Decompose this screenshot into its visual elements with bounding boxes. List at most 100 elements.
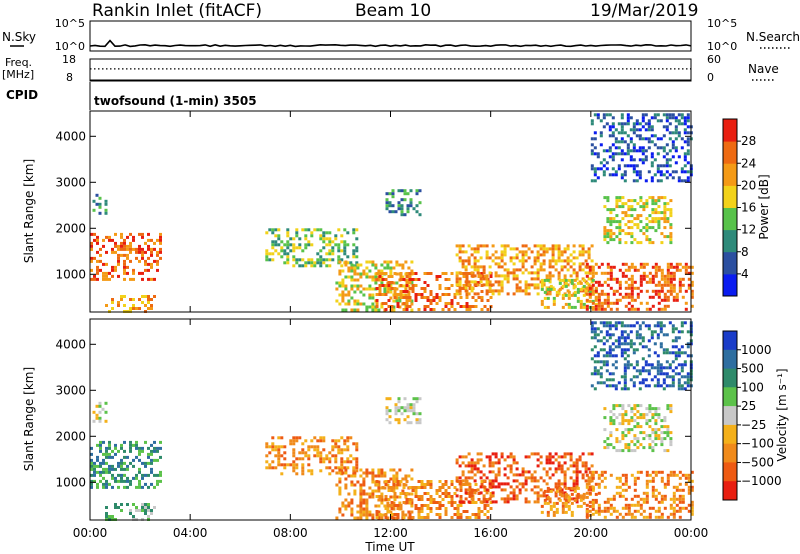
data-cell: [591, 498, 595, 502]
data-cell: [662, 381, 666, 385]
data-cell: [660, 274, 664, 278]
data-cell: [654, 434, 658, 438]
data-cell: [346, 255, 350, 259]
data-cell: [593, 345, 597, 349]
data-cell: [359, 302, 363, 306]
data-cell: [593, 137, 597, 141]
data-cell: [138, 452, 141, 456]
data-cell: [680, 345, 684, 349]
data-cell: [632, 324, 636, 328]
data-cell: [663, 292, 667, 296]
data-cell: [677, 387, 681, 391]
data-cell: [467, 283, 471, 287]
data-cell: [108, 515, 111, 518]
data-cell: [639, 506, 643, 510]
data-cell: [663, 283, 667, 287]
data-cell: [337, 258, 341, 262]
data-cell: [680, 324, 684, 328]
data-cell: [666, 428, 670, 432]
data-cell: [362, 272, 366, 276]
data-cell: [645, 491, 649, 495]
data-cell: [647, 327, 651, 331]
data-cell: [603, 416, 607, 420]
data-cell: [93, 464, 96, 468]
data-cell: [144, 250, 147, 254]
data-cell: [388, 415, 392, 419]
colorbar-block: [723, 273, 737, 297]
data-cell: [503, 268, 507, 272]
data-cell: [340, 463, 344, 467]
data-cell: [582, 495, 586, 499]
data-cell: [341, 501, 345, 505]
data-cell: [506, 497, 510, 501]
data-cell: [621, 205, 625, 209]
data-cell: [666, 304, 670, 308]
data-cell: [585, 495, 589, 499]
data-cell: [624, 214, 628, 218]
data-cell: [545, 292, 549, 296]
data-cell: [602, 113, 606, 117]
data-cell: [630, 283, 634, 287]
data-cell: [621, 482, 625, 486]
data-cell: [90, 232, 93, 236]
data-cell: [396, 302, 400, 305]
data-cell: [641, 152, 645, 156]
data-cell: [602, 336, 606, 340]
data-cell: [659, 170, 663, 174]
data-cell: [129, 512, 132, 515]
data-cell: [645, 419, 649, 423]
data-cell: [521, 482, 525, 486]
data-cell: [632, 342, 636, 346]
colorbar-tick-label: 24: [741, 156, 756, 170]
data-cell: [686, 345, 690, 349]
data-cell: [557, 259, 561, 263]
data-cell: [420, 480, 424, 483]
data-cell: [459, 498, 463, 501]
data-cell: [117, 253, 120, 257]
data-cell: [453, 501, 457, 504]
data-cell: [605, 354, 609, 358]
data-cell: [350, 263, 354, 267]
data-cell: [687, 271, 691, 275]
data-cell: [582, 492, 586, 496]
data-cell: [597, 280, 601, 284]
data-cell: [654, 410, 658, 414]
data-cell: [408, 486, 412, 489]
data-cell: [629, 330, 633, 334]
data-cell: [401, 275, 405, 279]
data-cell: [615, 226, 619, 230]
data-cell: [283, 451, 287, 455]
data-cell: [346, 460, 350, 464]
data-cell: [319, 460, 323, 464]
data-cell: [677, 354, 681, 358]
data-cell: [639, 416, 643, 420]
data-cell: [441, 486, 445, 489]
data-cell: [642, 509, 646, 513]
data-cell: [461, 470, 465, 474]
data-cell: [353, 483, 357, 487]
data-cell: [624, 292, 628, 296]
data-cell: [334, 439, 338, 443]
data-cell: [590, 464, 594, 468]
data-cell: [660, 217, 664, 221]
data-cell: [352, 228, 356, 232]
data-cell: [575, 470, 579, 474]
data-cell: [500, 455, 504, 459]
velocity-colorbar-label: Velocity [m s⁻¹]: [775, 368, 789, 461]
data-cell: [576, 299, 580, 303]
data-cell: [680, 113, 684, 117]
data-cell: [651, 506, 655, 510]
data-cell: [418, 412, 422, 416]
data-cell: [615, 476, 619, 480]
data-cell: [654, 494, 658, 498]
data-cell: [629, 158, 633, 162]
data-cell: [591, 268, 595, 272]
data-cell: [338, 293, 342, 297]
data-cell: [473, 292, 477, 296]
data-cell: [599, 143, 603, 147]
data-cell: [393, 296, 397, 299]
data-cell: [417, 510, 421, 513]
data-cell: [665, 158, 669, 162]
data-cell: [641, 321, 645, 325]
colorbar-block: [723, 251, 737, 275]
